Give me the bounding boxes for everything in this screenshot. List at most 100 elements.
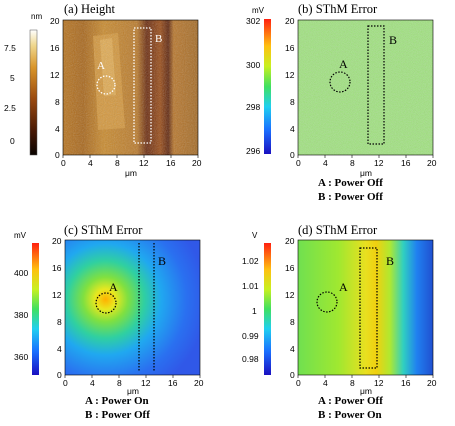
image-b bbox=[298, 20, 433, 155]
panel-c-label-b: B bbox=[158, 254, 167, 268]
panel-c-y-tick: 8 bbox=[57, 317, 62, 327]
panel-b-x-tick: 20 bbox=[427, 158, 437, 168]
panel-a-x-tick: 16 bbox=[166, 158, 176, 168]
panel-c-title: (c) SThM Error bbox=[64, 223, 143, 237]
frame-d bbox=[297, 239, 434, 376]
panel-b-label-a: A bbox=[339, 57, 348, 71]
panel-b-x-tick: 4 bbox=[323, 158, 328, 168]
panel-c-x-tick: 4 bbox=[90, 378, 95, 388]
image-a bbox=[63, 20, 198, 155]
panel-b-cb-tick: 300 bbox=[246, 60, 261, 70]
panel-b-cb-tick: 302 bbox=[246, 16, 261, 26]
panel-d-cb-tick: 1 bbox=[252, 306, 257, 316]
panel-a-y-tick: 20 bbox=[50, 16, 60, 26]
panel-b-title: (b) SThM Error bbox=[298, 2, 378, 16]
colorbar-d bbox=[264, 243, 271, 375]
panel-c-x-tick: 20 bbox=[194, 378, 204, 388]
panel-d-cb-tick: 0.98 bbox=[242, 354, 259, 364]
panel-a-x-tick: 4 bbox=[88, 158, 93, 168]
colorbar-c bbox=[32, 243, 39, 375]
panel-a-cb-tick: 0 bbox=[10, 136, 15, 146]
panel-a-x-tick: 0 bbox=[61, 158, 66, 168]
image-c bbox=[65, 240, 200, 375]
panel-d-y-tick: 16 bbox=[285, 263, 295, 273]
panel-c-y-tick: 20 bbox=[52, 236, 62, 246]
panel-a-label-b: B bbox=[155, 33, 163, 45]
colorbar-a-frame bbox=[29, 29, 38, 156]
panel-d-title: (d) SThM Error bbox=[298, 223, 378, 237]
frame-a bbox=[62, 19, 199, 156]
panel-a-cb-tick: 5 bbox=[10, 73, 15, 83]
colorbar-b bbox=[264, 19, 271, 154]
panel-d-colorbar-unit: V bbox=[252, 231, 258, 240]
panel-d-cb-tick: 1.02 bbox=[242, 256, 259, 266]
panel-d-y-tick: 0 bbox=[290, 370, 295, 380]
panel-d-cb-tick: 1.01 bbox=[242, 281, 259, 291]
image-d bbox=[298, 240, 433, 375]
panel-c-x-tick: 12 bbox=[141, 378, 151, 388]
panel-b-axis-unit: μm bbox=[360, 168, 372, 178]
panel-b-colorbar-unit: mV bbox=[252, 6, 264, 15]
panel-c-y-tick: 4 bbox=[57, 344, 62, 354]
panel-a-y-tick: 0 bbox=[55, 150, 60, 160]
panel-c-cb-tick: 400 bbox=[14, 268, 29, 278]
panel-b-cb-tick: 298 bbox=[246, 102, 261, 112]
panel-b-caption-line-2: B : Power Off bbox=[318, 191, 383, 203]
panel-a-y-tick: 12 bbox=[50, 70, 60, 80]
panel-c-y-tick: 12 bbox=[52, 290, 62, 300]
panel-c-caption-line-2: B : Power Off bbox=[85, 409, 150, 421]
panel-d-caption-line-2: B : Power On bbox=[318, 409, 382, 421]
tick-marks bbox=[62, 155, 434, 378]
panel-d-label-b: B bbox=[386, 254, 395, 268]
panel-a-colorbar-unit: nm bbox=[31, 12, 43, 21]
panel-a-x-tick: 12 bbox=[139, 158, 149, 168]
panel-b-x-tick: 16 bbox=[401, 158, 411, 168]
panel-b-x-tick: 12 bbox=[374, 158, 384, 168]
panel-d-x-tick: 4 bbox=[323, 378, 328, 388]
panel-d-y-tick: 8 bbox=[290, 317, 295, 327]
panel-a-x-tick: 20 bbox=[192, 158, 202, 168]
panel-b-y-tick: 12 bbox=[285, 70, 295, 80]
panel-b-y-tick: 8 bbox=[290, 97, 295, 107]
panel-b-y-tick: 0 bbox=[290, 150, 295, 160]
frame-c bbox=[64, 239, 201, 376]
panel-d-y-tick: 20 bbox=[285, 236, 295, 246]
panel-d-cb-tick: 0.99 bbox=[242, 331, 259, 341]
panel-c-cb-tick: 380 bbox=[14, 310, 29, 320]
panel-c-x-tick: 16 bbox=[168, 378, 178, 388]
colorbar-a bbox=[30, 30, 37, 155]
panel-d-caption-line-1: A : Power Off bbox=[318, 395, 383, 407]
panel-b-x-tick: 0 bbox=[296, 158, 301, 168]
panel-a-y-tick: 4 bbox=[55, 124, 60, 134]
panel-b-y-tick: 16 bbox=[285, 43, 295, 53]
panel-a-x-tick: 8 bbox=[115, 158, 120, 168]
panel-b-y-tick: 20 bbox=[285, 16, 295, 26]
panel-d-y-tick: 12 bbox=[285, 290, 295, 300]
panel-c-colorbar-unit: mV bbox=[14, 231, 26, 240]
panel-b-caption-line-1: A : Power Off bbox=[318, 177, 383, 189]
panel-a-cb-tick: 2.5 bbox=[4, 103, 16, 113]
panel-a-label-a: A bbox=[97, 60, 105, 72]
frame-b bbox=[297, 19, 434, 156]
panel-d-axis-unit: μm bbox=[360, 386, 372, 396]
panel-a-cb-tick: 7.5 bbox=[4, 43, 16, 53]
panel-b-label-b: B bbox=[389, 33, 398, 47]
panel-c-y-tick: 0 bbox=[57, 370, 62, 380]
panel-c-x-tick: 0 bbox=[63, 378, 68, 388]
panel-a-y-tick: 8 bbox=[55, 97, 60, 107]
panel-a-axis-unit: μm bbox=[125, 168, 137, 178]
panel-b-cb-tick: 296 bbox=[246, 146, 261, 156]
panel-c-y-tick: 16 bbox=[52, 263, 62, 273]
panel-a-title: (a) Height bbox=[64, 2, 116, 16]
panel-d-x-tick: 16 bbox=[401, 378, 411, 388]
panel-c-axis-unit: μm bbox=[127, 386, 139, 396]
panel-d-y-tick: 4 bbox=[290, 344, 295, 354]
panel-c-caption-line-1: A : Power On bbox=[85, 395, 149, 407]
panel-a-y-tick: 16 bbox=[50, 43, 60, 53]
panel-d-x-tick: 12 bbox=[374, 378, 384, 388]
panel-c-x-tick: 8 bbox=[117, 378, 122, 388]
panel-d-x-tick: 20 bbox=[427, 378, 437, 388]
panel-d-x-tick: 8 bbox=[350, 378, 355, 388]
